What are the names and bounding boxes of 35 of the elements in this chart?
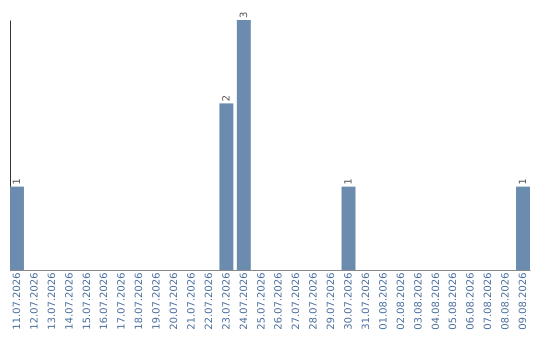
x-tick-label: 09.08.2026: [518, 272, 530, 330]
x-tick-label: 06.08.2026: [466, 272, 477, 330]
x-tick-label: 21.07.2026: [186, 272, 198, 330]
x-tick-label: 18.07.2026: [134, 272, 146, 330]
x-tick-label: 19.07.2026: [152, 272, 163, 330]
x-tick-label: 23.07.2026: [221, 272, 232, 330]
x-tick-label: 22.07.2026: [204, 272, 215, 330]
x-tick-label: 11.07.2026: [12, 272, 23, 330]
x-tick-label: 30.07.2026: [344, 272, 355, 330]
data-label: 3: [238, 12, 250, 18]
x-tick-label: 29.07.2026: [326, 272, 338, 330]
x-tick-label: 12.07.2026: [29, 272, 40, 330]
x-tick-label: 07.08.2026: [483, 272, 494, 330]
x-tick-label: 02.08.2026: [396, 272, 407, 330]
data-label: 1: [344, 178, 355, 185]
data-label: 1: [12, 178, 23, 185]
x-tick-label: 27.07.2026: [291, 272, 302, 330]
x-tick-label: 05.08.2026: [448, 272, 460, 330]
x-tick-label: 03.08.2026: [413, 272, 424, 330]
x-tick-label: 20.07.2026: [169, 272, 180, 330]
x-tick-label: 04.08.2026: [430, 272, 442, 330]
x-tick-label: 16.07.2026: [99, 272, 110, 330]
x-tick-label: 24.07.2026: [238, 272, 250, 330]
x-tick-label: 14.07.2026: [64, 272, 76, 330]
x-tick-label: 26.07.2026: [274, 272, 285, 330]
data-label: 1: [518, 178, 530, 185]
x-tick-label: 01.08.2026: [378, 272, 390, 330]
x-tick-label: 31.07.2026: [360, 272, 372, 330]
x-tick-label: 17.07.2026: [116, 272, 128, 330]
x-tick-label: 13.07.2026: [46, 272, 58, 330]
data-label: 2: [221, 94, 232, 102]
x-tick-label: 28.07.2026: [308, 272, 320, 330]
x-tick-label: 25.07.2026: [256, 272, 268, 330]
x-tick-label: 08.08.2026: [500, 272, 512, 330]
x-tick-label: 15.07.2026: [82, 272, 93, 330]
